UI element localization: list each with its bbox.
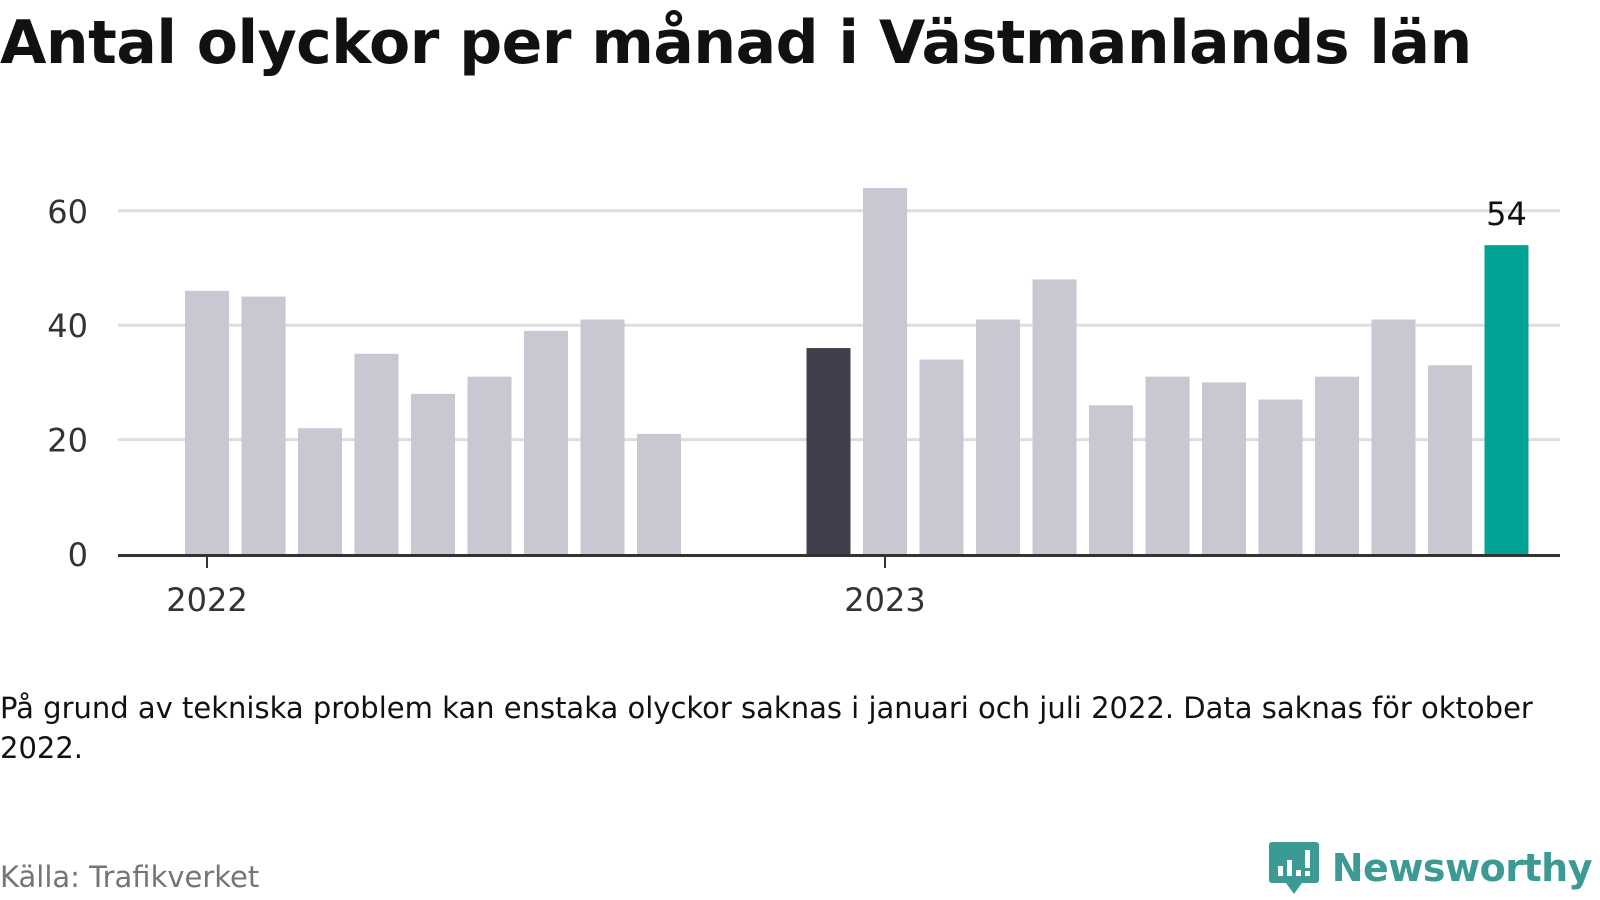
y-axis-tick-labels: 0 20 40 60 — [47, 193, 88, 574]
bar-2022-08 — [580, 319, 625, 554]
bars — [185, 187, 1529, 555]
bar-2022-04 — [354, 353, 399, 554]
bar-2023-11 — [1428, 365, 1472, 554]
bar-2023-01 — [863, 187, 907, 555]
y-tick-label: 60 — [47, 193, 88, 231]
bar-2022-05 — [411, 393, 455, 554]
bar-2023-04 — [1032, 279, 1077, 554]
bar-2023-02 — [919, 359, 964, 554]
chart-title: Antal olyckor per månad i Västmanlands l… — [0, 8, 1472, 78]
bar-2023-05 — [1089, 405, 1133, 554]
bar-2022-02 — [241, 296, 286, 554]
y-tick-label: 40 — [47, 307, 88, 345]
bar-2023-10 — [1371, 319, 1416, 554]
x-axis: 2022 2023 — [118, 554, 1560, 619]
bar-2022-03 — [298, 428, 342, 554]
data-labels: 54 — [1486, 195, 1527, 233]
bar-2023-08 — [1258, 399, 1303, 554]
bar-2023-09 — [1315, 376, 1359, 554]
data-label-2023-12: 54 — [1486, 195, 1527, 233]
bar-chart: 0 20 40 60 2022 2023 54 — [47, 187, 1560, 619]
bar-2022-12 — [806, 348, 851, 554]
bar-2022-06 — [467, 376, 512, 554]
x-tick-label: 2023 — [844, 581, 925, 619]
chart-note: På grund av tekniska problem kan enstaka… — [0, 691, 1533, 765]
bar-2023-12 — [1484, 245, 1529, 554]
brand-name: Newsworthy — [1331, 846, 1593, 890]
source-text: Källa: Trafikverket — [0, 860, 260, 894]
bar-2023-03 — [976, 319, 1020, 554]
bar-2022-07 — [524, 330, 568, 554]
y-tick-label: 20 — [47, 422, 88, 460]
bar-2023-07 — [1202, 382, 1246, 554]
bar-2022-01 — [185, 290, 229, 554]
x-tick-label: 2022 — [166, 581, 247, 619]
bar-2023-06 — [1145, 376, 1190, 554]
bar-2022-09 — [637, 433, 681, 554]
y-tick-label: 0 — [68, 536, 88, 574]
newsworthy-logo-icon — [1268, 842, 1319, 894]
newsworthy-logo[interactable]: Newsworthy — [1268, 840, 1593, 896]
